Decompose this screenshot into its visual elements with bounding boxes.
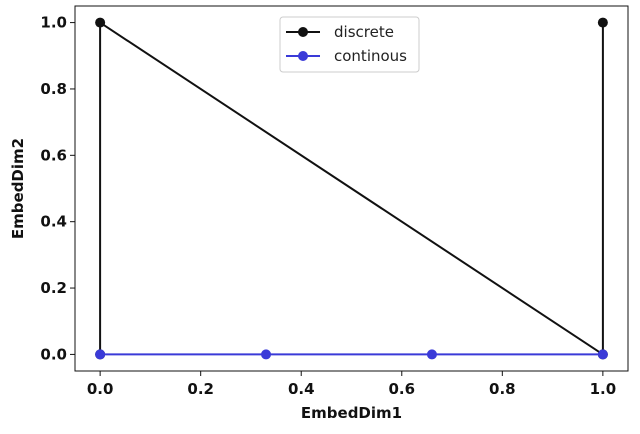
series-0-point (95, 17, 106, 28)
legend-swatch-marker (298, 27, 308, 37)
plot-frame (74, 5, 629, 372)
x-axis-label: EmbedDim1 (301, 404, 402, 422)
y-tick-label: 1.0 (40, 14, 67, 32)
x-tick-label: 0.8 (489, 380, 516, 398)
y-tick-label: 0.6 (40, 146, 67, 164)
legend-label: continous (334, 47, 407, 65)
series-1-point (261, 349, 272, 360)
legend-swatch-marker (298, 51, 308, 61)
legend-label: discrete (334, 23, 394, 41)
ticks-layer: 0.0 0.2 0.4 0.6 0.8 1.0 0.0 0.2 0.4 0.6 0.8 1.0 (40, 14, 616, 398)
series-line-0 (99, 20, 604, 357)
x-tick-label: 0.0 (87, 380, 114, 398)
x-tick-label: 0.2 (187, 380, 214, 398)
x-tick-label: 1.0 (590, 380, 617, 398)
series-layer (95, 17, 608, 360)
y-tick-label: 0.4 (40, 213, 67, 231)
legend-box (279, 16, 420, 73)
y-tick-label: 0.2 (40, 279, 67, 297)
series-0-point (597, 17, 608, 28)
x-tick-label: 0.4 (288, 380, 315, 398)
series-1-point (426, 349, 437, 360)
series-1-point (597, 349, 608, 360)
series-1-point (95, 349, 106, 360)
y-tick-label: 0.8 (40, 80, 67, 98)
y-axis-label: EmbedDim2 (9, 138, 27, 239)
y-tick-label: 0.0 (40, 345, 67, 363)
legend-entries: discrete continous (286, 23, 407, 65)
x-tick-label: 0.6 (388, 380, 415, 398)
legend: discrete continous (279, 16, 420, 73)
